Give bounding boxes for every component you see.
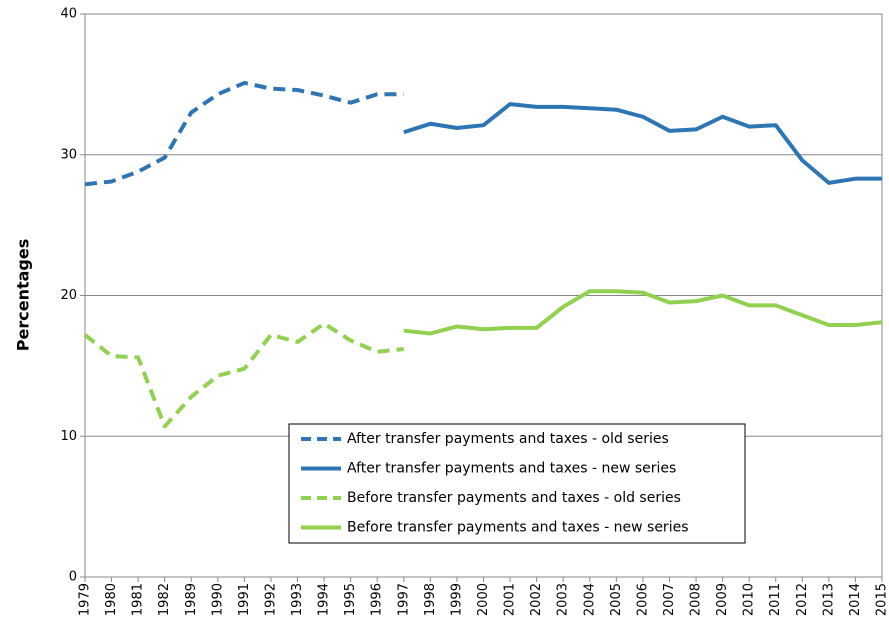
x-tick-label: 2012 <box>795 583 810 616</box>
x-tick-label: 1993 <box>290 583 305 616</box>
line-series <box>403 289 883 336</box>
x-tick-label: 1979 <box>78 583 93 616</box>
x-tick-label: 2009 <box>715 583 730 616</box>
legend <box>288 423 746 544</box>
x-tick-label: 1981 <box>131 583 146 616</box>
x-tick-label: 2000 <box>476 583 491 616</box>
y-tick-label: 30 <box>60 147 77 162</box>
x-tick-label: 1989 <box>184 583 199 616</box>
x-tick-label: 2007 <box>662 583 677 616</box>
x-tick-label: 2013 <box>821 583 836 616</box>
x-tick-label: 1980 <box>104 583 119 616</box>
x-tick-label: 1982 <box>157 583 172 616</box>
x-tick-label: 1997 <box>396 583 411 616</box>
legend-label: Before transfer payments and taxes - old… <box>347 490 681 506</box>
x-tick-label: 2006 <box>635 583 650 616</box>
x-tick-label: 2005 <box>609 583 624 616</box>
x-tick-label: 1995 <box>343 583 358 616</box>
line-series <box>84 80 404 187</box>
x-tick-label: 2002 <box>529 583 544 616</box>
x-tick-label: 2001 <box>503 583 518 616</box>
x-tick-label: 2003 <box>556 583 571 616</box>
x-tick-label: 1999 <box>449 583 464 616</box>
x-tick-label: 2015 <box>875 583 889 616</box>
x-tick-label: 2004 <box>582 583 597 616</box>
x-tick-label: 1994 <box>317 583 332 616</box>
y-tick-label: 40 <box>60 7 77 22</box>
x-tick-label: 1998 <box>423 583 438 616</box>
legend-label: Before transfer payments and taxes - new… <box>347 520 689 536</box>
legend-label: After transfer payments and taxes - new … <box>347 461 676 477</box>
x-tick-label: 1990 <box>210 583 225 616</box>
line-series <box>83 321 405 429</box>
x-tick-label: 1991 <box>237 583 252 616</box>
legend-label: After transfer payments and taxes - old … <box>347 431 669 447</box>
x-tick-label: 2010 <box>742 583 757 616</box>
y-tick-label: 10 <box>60 429 77 444</box>
line-series <box>403 102 882 185</box>
y-axis-label: Percentages <box>14 239 33 351</box>
x-tick-label: 2014 <box>848 583 863 616</box>
x-tick-label: 2008 <box>689 583 704 616</box>
x-tick-label: 2011 <box>768 583 783 616</box>
x-tick-label: 1992 <box>263 583 278 616</box>
x-tick-label: 1996 <box>370 583 385 616</box>
y-tick-label: 20 <box>60 288 77 303</box>
y-tick-label: 0 <box>69 570 77 585</box>
